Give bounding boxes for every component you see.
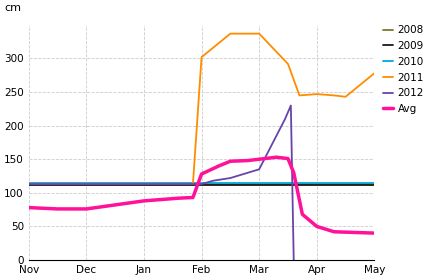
Avg: [176, 196, 181, 200]
Avg: [245, 159, 250, 162]
Avg: [141, 199, 146, 203]
Avg: [190, 196, 196, 199]
Avg: [331, 230, 336, 234]
2011: [343, 95, 348, 98]
2011: [26, 182, 31, 186]
Line: 2011: 2011: [29, 34, 374, 184]
Avg: [228, 160, 233, 163]
2011: [331, 94, 336, 97]
Avg: [300, 213, 305, 216]
Avg: [314, 225, 319, 228]
2012: [26, 182, 31, 186]
2011: [190, 182, 196, 186]
Avg: [55, 207, 60, 211]
Avg: [199, 172, 204, 176]
2012: [199, 182, 204, 186]
Avg: [159, 198, 164, 201]
Avg: [372, 232, 377, 235]
Avg: [285, 157, 291, 160]
2012: [291, 258, 296, 262]
2011: [199, 56, 204, 59]
Legend: 2008, 2009, 2010, 2011, 2012, Avg: 2008, 2009, 2010, 2011, 2012, Avg: [383, 25, 424, 114]
2011: [297, 94, 302, 97]
Avg: [216, 164, 221, 168]
2012: [282, 117, 288, 121]
Line: 2012: 2012: [29, 105, 294, 260]
2011: [285, 62, 291, 66]
Avg: [291, 171, 296, 174]
2012: [228, 176, 233, 180]
Avg: [113, 203, 118, 206]
Avg: [84, 207, 89, 211]
Avg: [274, 155, 279, 159]
Avg: [257, 158, 262, 161]
Text: cm: cm: [5, 3, 21, 13]
2012: [288, 104, 294, 107]
2011: [314, 92, 319, 96]
2012: [257, 168, 262, 171]
Line: Avg: Avg: [29, 157, 374, 233]
2011: [228, 32, 233, 35]
2012: [211, 179, 216, 182]
2011: [257, 32, 262, 35]
Avg: [26, 206, 31, 209]
2011: [372, 72, 377, 75]
